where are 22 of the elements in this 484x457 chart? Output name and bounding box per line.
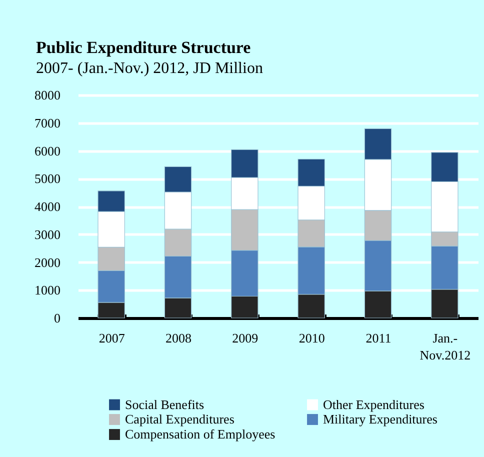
legend-label: Capital Expenditures <box>125 412 234 426</box>
y-tick-label: 4000 <box>34 199 60 214</box>
y-tick-label: 5000 <box>34 171 60 186</box>
x-tick-label: 2011 <box>366 330 392 346</box>
x-tick-label: 2008 <box>166 330 192 346</box>
y-tick-label: 3000 <box>34 226 60 242</box>
y-tick-label: 6000 <box>34 143 60 158</box>
y-tick-label: 2000 <box>34 254 60 270</box>
chart-subtitle: 2007- (Jan.-Nov.) 2012, JD Million <box>36 60 263 77</box>
y-tick-label: 8000 <box>34 88 60 102</box>
x-tick-label: 2009 <box>232 330 258 346</box>
legend-label: Compensation of Employees <box>125 426 276 442</box>
x-tick-label: Jan.- Nov.2012 <box>420 330 471 362</box>
x-tick-label: 2010 <box>298 330 325 346</box>
legend-label: Social Benefits <box>125 396 204 412</box>
y-tick-label: 1000 <box>34 282 60 298</box>
y-tick-label: 0 <box>54 310 60 326</box>
chart-title: Public Expenditure Structure <box>36 38 252 57</box>
x-tick-label: 2007 <box>98 330 126 346</box>
y-tick-label: 7000 <box>34 115 60 130</box>
legend-label: Military Expenditures <box>323 412 438 426</box>
legend-label: Other Expenditures <box>323 396 424 412</box>
